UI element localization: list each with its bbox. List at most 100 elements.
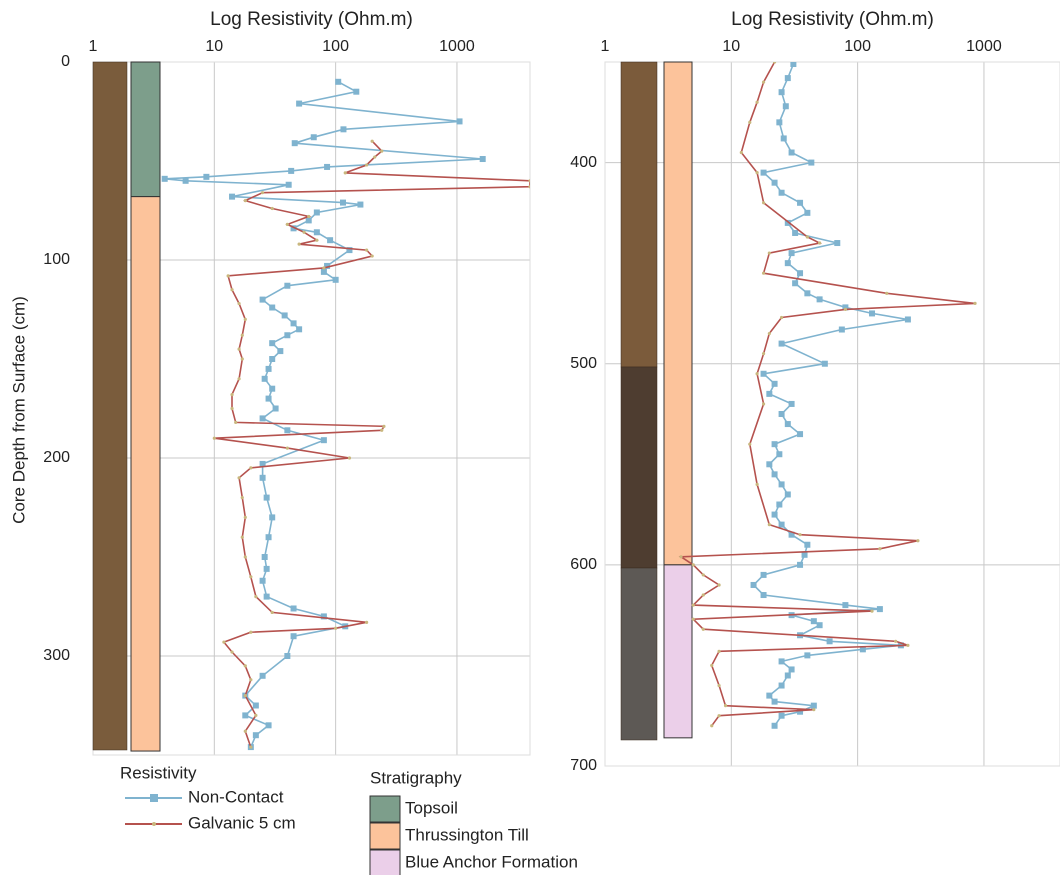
data-point (270, 206, 274, 211)
data-point (290, 605, 297, 612)
y-tick-label: 500 (570, 355, 597, 372)
data-point (265, 534, 272, 541)
data-point (776, 501, 783, 508)
data-point (780, 135, 787, 142)
data-point (249, 630, 253, 634)
series-line (678, 62, 976, 727)
series-line (164, 81, 483, 748)
data-point (761, 201, 766, 205)
chart-title: Log Resistivity (Ohm.m) (210, 9, 413, 30)
data-point (816, 622, 823, 629)
data-point (842, 602, 849, 609)
x-tick-label: 100 (844, 38, 871, 55)
data-point (804, 209, 811, 216)
data-point (265, 365, 272, 372)
legend-label: Thrussington Till (405, 825, 529, 844)
data-point (222, 640, 226, 644)
data-point (804, 541, 811, 548)
data-point (259, 415, 266, 422)
data-point (717, 583, 721, 587)
data-point (778, 658, 785, 665)
data-point (804, 290, 811, 297)
data-point (243, 317, 247, 321)
x-tick-label: 100 (322, 38, 349, 55)
data-point (778, 481, 785, 488)
data-point (357, 201, 364, 208)
series-layer (161, 78, 530, 751)
y-tick-label: 600 (570, 556, 597, 573)
data-point (305, 217, 312, 224)
data-point (812, 708, 816, 712)
data-point (161, 175, 168, 182)
data-point (243, 555, 247, 559)
data-point (755, 482, 759, 486)
data-point (265, 395, 272, 402)
y-tick-label: 700 (570, 757, 597, 774)
data-point (808, 159, 815, 166)
data-point (340, 199, 347, 206)
data-point (272, 405, 279, 412)
data-point (973, 301, 977, 305)
data-point (798, 533, 802, 537)
legend-marker (150, 794, 158, 802)
data-point (265, 722, 272, 729)
data-point (259, 672, 266, 679)
x-tick-label: 1 (601, 38, 610, 55)
core-photo (620, 567, 658, 741)
core-photo (620, 61, 658, 368)
data-point (353, 88, 360, 95)
data-point (859, 646, 866, 653)
data-point (334, 626, 338, 630)
data-point (270, 610, 274, 615)
data-point (382, 424, 386, 428)
data-point (290, 320, 297, 327)
data-point (784, 260, 791, 267)
data-point (456, 118, 463, 125)
data-point (766, 461, 773, 468)
data-point (284, 332, 291, 339)
data-point (237, 476, 241, 480)
data-point (230, 393, 234, 397)
data-point (243, 664, 247, 668)
data-point (315, 238, 319, 242)
data-point (771, 441, 778, 448)
data-point (691, 617, 695, 621)
data-point (894, 639, 898, 643)
data-point (230, 288, 234, 292)
data-point (755, 372, 759, 376)
data-point (373, 155, 377, 159)
data-point (302, 230, 306, 234)
data-point (788, 149, 795, 156)
data-point (784, 491, 791, 498)
data-point (778, 682, 785, 689)
data-point (288, 167, 295, 174)
data-point (322, 266, 326, 270)
data-point (784, 75, 791, 82)
data-point (717, 683, 721, 688)
data-point (760, 169, 767, 176)
y-tick-label: 0 (61, 53, 70, 70)
data-point (237, 347, 241, 351)
data-point (784, 421, 791, 428)
legend-label: Blue Anchor Formation (405, 852, 578, 871)
data-point (778, 189, 785, 196)
data-point (779, 315, 784, 320)
data-point (778, 340, 785, 347)
data-point (259, 577, 266, 584)
data-point (313, 209, 320, 216)
data-point (778, 411, 785, 417)
data-point (771, 698, 778, 705)
data-point (748, 120, 752, 124)
data-point (259, 474, 266, 481)
data-point (277, 348, 284, 355)
stratum (663, 564, 693, 739)
data-point (365, 163, 369, 167)
data-point (259, 460, 266, 467)
x-tick-label: 1 (89, 38, 98, 55)
data-point (269, 340, 276, 347)
data-point (528, 185, 530, 189)
data-point (766, 692, 773, 699)
data-point (243, 694, 247, 698)
data-point (778, 521, 785, 528)
data-point (792, 280, 799, 287)
